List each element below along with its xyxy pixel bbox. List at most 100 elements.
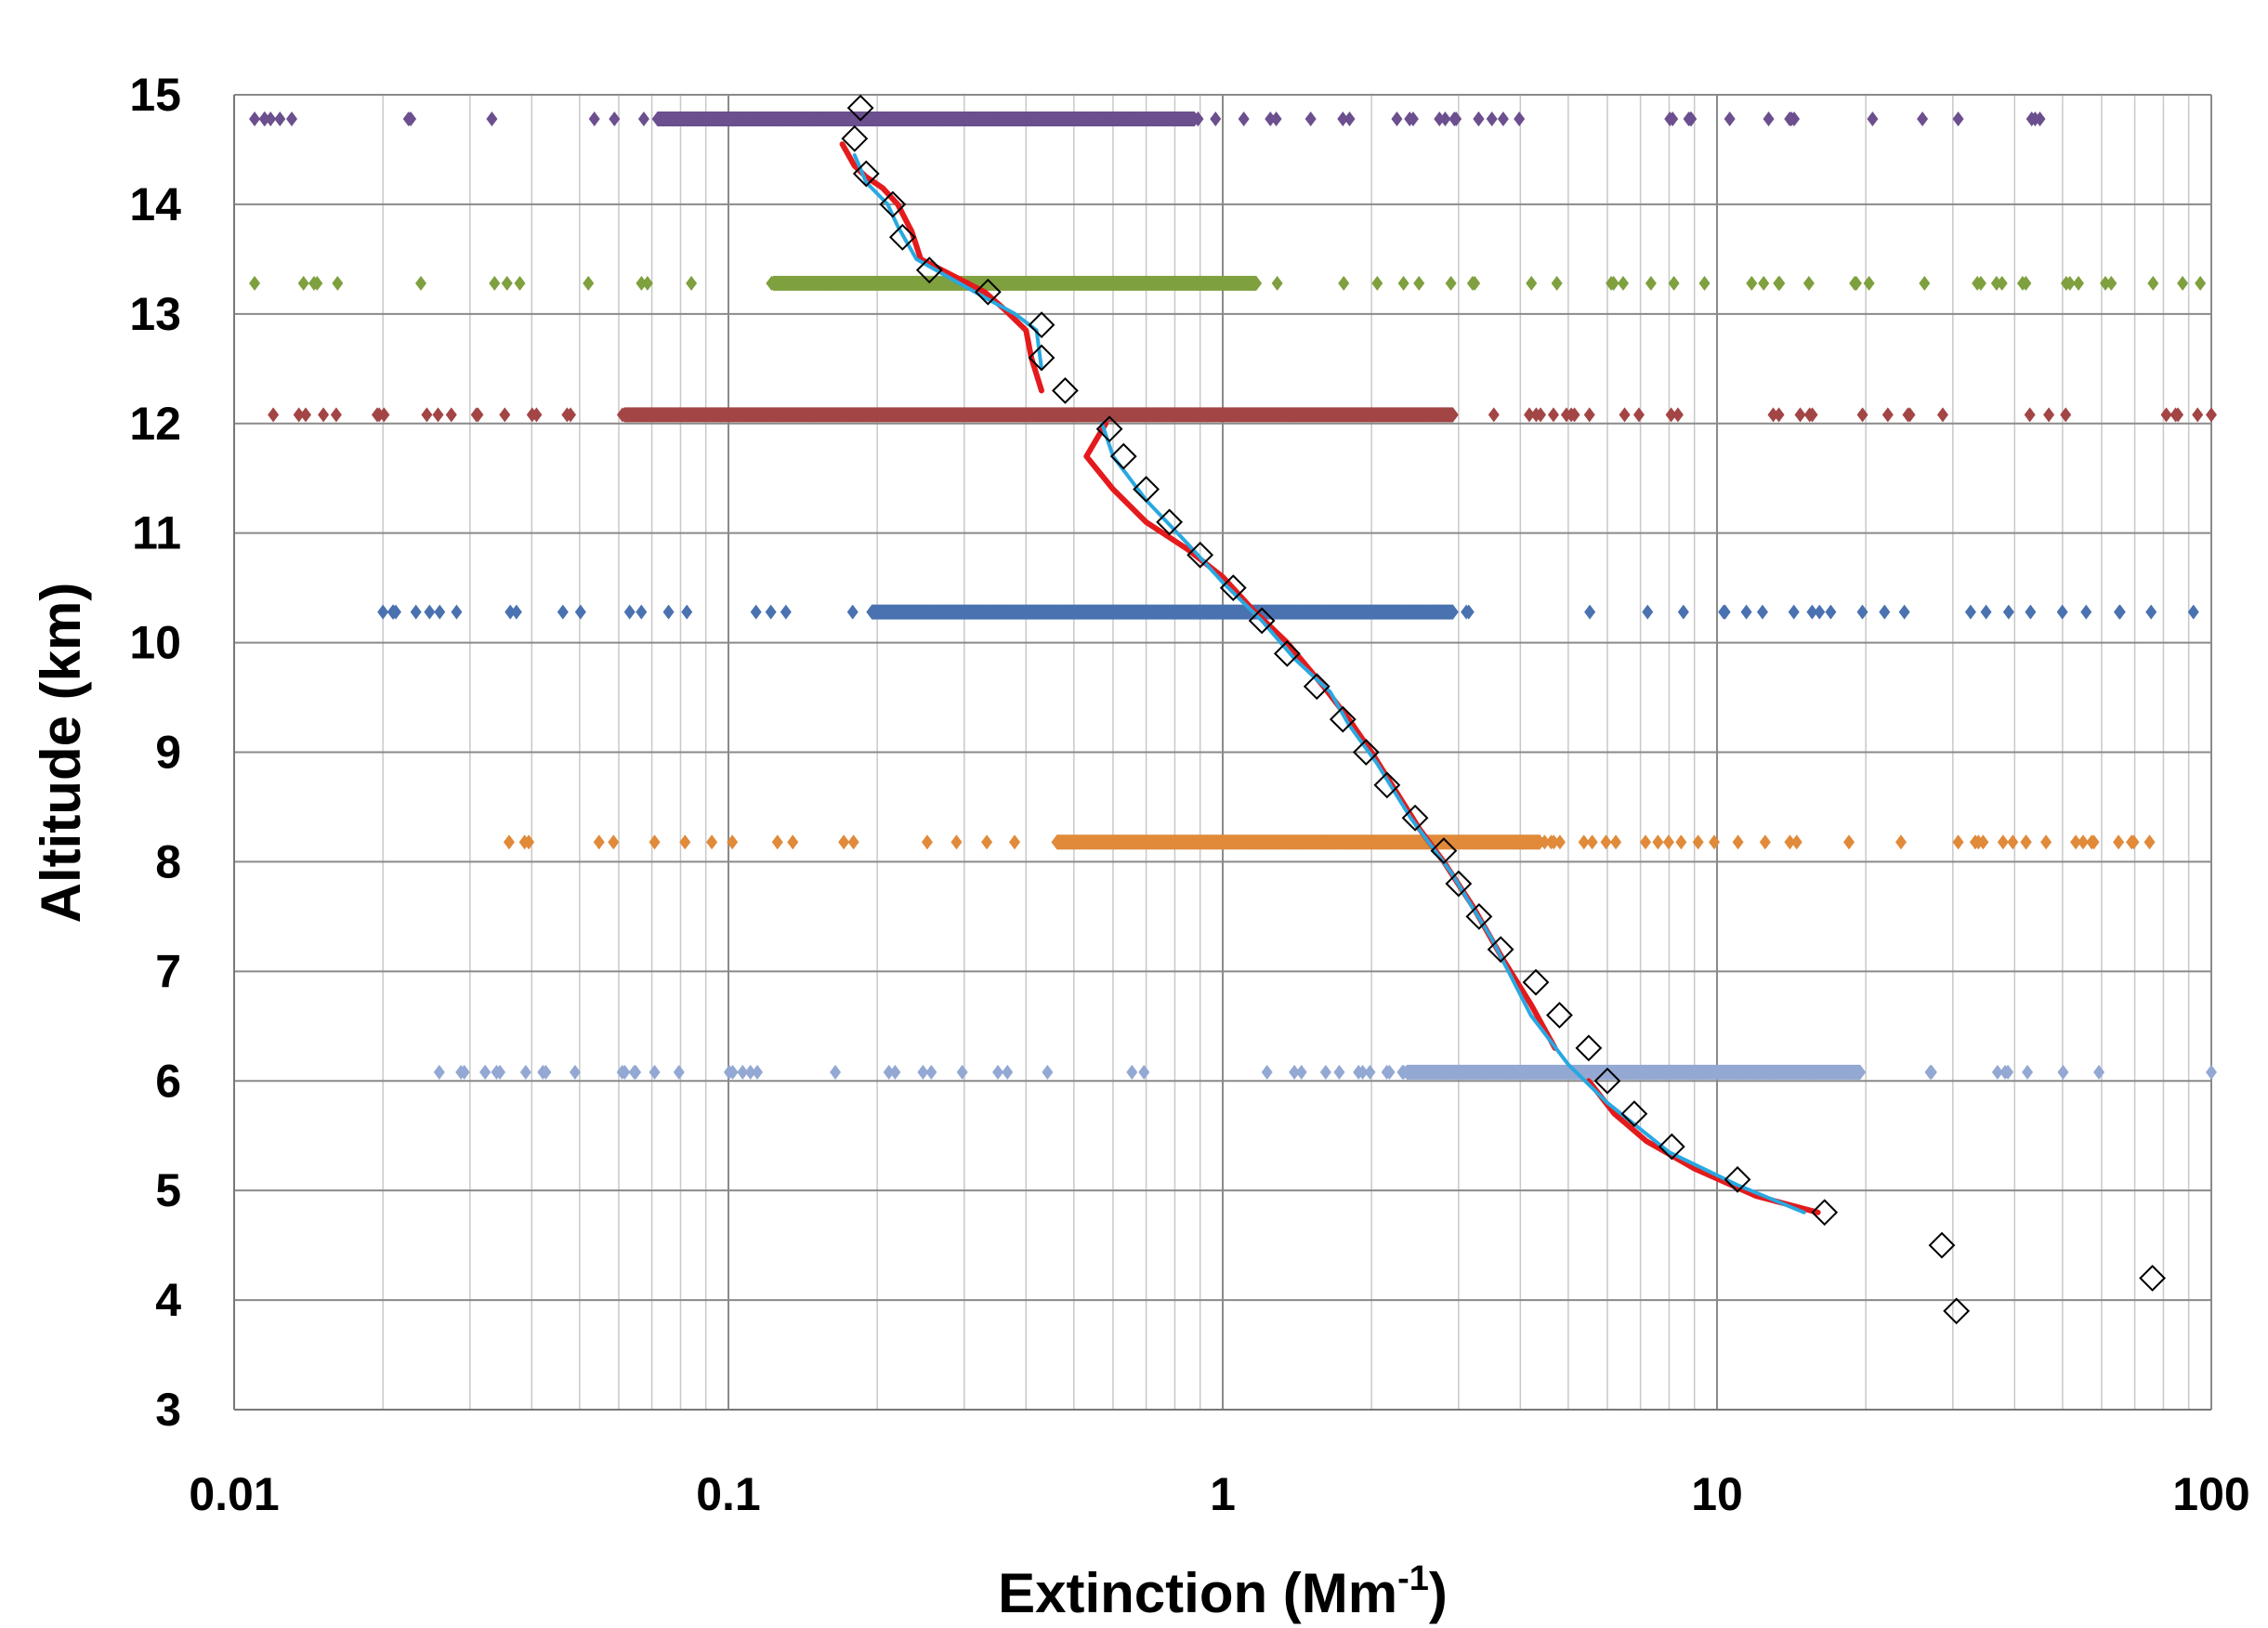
- scatter-point: [1475, 1064, 1487, 1080]
- scatter-point: [1057, 111, 1069, 126]
- scatter-point: [1856, 407, 1868, 423]
- scatter-point: [1600, 834, 1612, 850]
- scatter-point: [424, 604, 436, 620]
- scatter-point: [1265, 111, 1277, 126]
- scatter-point: [1530, 834, 1542, 850]
- scatter-point: [939, 111, 951, 126]
- scatter-point: [1204, 604, 1216, 620]
- scatter-point: [1155, 604, 1167, 620]
- open-diamond-marker: [1401, 804, 1429, 832]
- scatter-point: [1819, 1064, 1831, 1080]
- scatter-point: [1324, 604, 1336, 620]
- scatter-point: [2016, 275, 2028, 291]
- open-diamond-series: [841, 94, 2167, 1325]
- scatter-point: [760, 111, 772, 126]
- scatter-point: [780, 604, 792, 620]
- scatter-point: [249, 275, 261, 291]
- scatter-point: [1856, 604, 1868, 620]
- scatter-point: [742, 407, 754, 423]
- scatter-point: [854, 407, 866, 423]
- scatter-point: [387, 604, 399, 620]
- scatter-point: [2077, 834, 2089, 850]
- scatter-point: [1173, 604, 1186, 620]
- scatter-point: [902, 111, 914, 126]
- scatter-point: [2034, 111, 2046, 126]
- scatter-point: [1149, 275, 1161, 291]
- open-diamond-marker: [1373, 771, 1401, 799]
- scatter-point: [486, 111, 498, 126]
- scatter-point: [1333, 1064, 1345, 1080]
- scatter-point: [1788, 1064, 1800, 1080]
- open-diamond-marker: [879, 190, 907, 218]
- scatter-point: [1027, 604, 1039, 620]
- scatter-point: [432, 407, 444, 423]
- scatter-point: [1269, 834, 1281, 850]
- open-diamond-marker: [888, 223, 916, 251]
- scatter-point: [1867, 111, 1879, 126]
- scatter-point: [1099, 604, 1111, 620]
- scatter-point: [877, 275, 889, 291]
- scatter-point: [458, 1064, 470, 1080]
- open-diamond-marker: [1028, 344, 1055, 372]
- scatter-point: [1794, 407, 1806, 423]
- open-diamond-marker: [1133, 476, 1160, 503]
- scatter-point: [1434, 604, 1446, 620]
- scatter-point: [1149, 111, 1161, 126]
- scatter-point: [662, 604, 675, 620]
- scatter-point: [1115, 604, 1127, 620]
- scatter-point: [1936, 407, 1948, 423]
- scatter-point: [561, 407, 573, 423]
- x-tick-label: 0.1: [696, 1468, 761, 1520]
- scatter-point: [637, 111, 649, 126]
- scatter-point: [912, 275, 924, 291]
- scatter-point: [1393, 604, 1405, 620]
- scatter-point: [773, 407, 785, 423]
- scatter-point: [1524, 1064, 1536, 1080]
- scatter-point: [1142, 275, 1154, 291]
- scatter-point: [1606, 275, 1618, 291]
- scatter-point: [1722, 1064, 1734, 1080]
- open-diamond-marker: [1352, 739, 1380, 766]
- open-diamond-marker: [1186, 541, 1214, 569]
- y-tick-label: 6: [155, 1055, 181, 1107]
- scatter-point: [937, 275, 950, 291]
- scatter-point: [1123, 834, 1135, 850]
- open-diamond-marker: [1109, 442, 1137, 470]
- scatter-point: [1991, 1064, 2003, 1080]
- scatter-point: [1195, 834, 1207, 850]
- scatter-point: [1120, 111, 1132, 126]
- scatter-point: [2024, 407, 2036, 423]
- scatter-point: [1449, 111, 1461, 126]
- scatter-point: [733, 111, 745, 126]
- scatter-point: [1665, 407, 1677, 423]
- scatter-point: [1167, 407, 1179, 423]
- scatter-point: [1825, 604, 1837, 620]
- scatter-point: [1228, 407, 1240, 423]
- scatter-point: [2187, 604, 2199, 620]
- scatter-point: [1364, 1064, 1376, 1080]
- scatter-point: [847, 834, 859, 850]
- scatter-point: [1455, 834, 1467, 850]
- scatter-point: [410, 604, 422, 620]
- scatter-point: [2070, 834, 2082, 850]
- scatter-point: [1330, 407, 1342, 423]
- scatter-point: [249, 111, 261, 126]
- scatter-point: [1160, 111, 1173, 126]
- scatter-point: [2040, 834, 2052, 850]
- scatter-point: [815, 111, 827, 126]
- scatter-point: [1238, 111, 1250, 126]
- scatter-point: [1724, 111, 1736, 126]
- scatter-point: [1049, 275, 1061, 291]
- open-diamond-marker: [1487, 936, 1514, 964]
- scatter-point: [1148, 604, 1160, 620]
- scatter-point: [636, 275, 648, 291]
- scatter-point: [886, 604, 898, 620]
- scatter-point: [882, 111, 894, 126]
- scatter-point: [886, 407, 898, 423]
- scatter-point: [1210, 111, 1222, 126]
- scatter-point: [1369, 407, 1381, 423]
- scatter-point: [714, 407, 727, 423]
- scatter-point: [1255, 407, 1267, 423]
- scatter-point: [1898, 604, 1910, 620]
- scatter-point: [771, 834, 783, 850]
